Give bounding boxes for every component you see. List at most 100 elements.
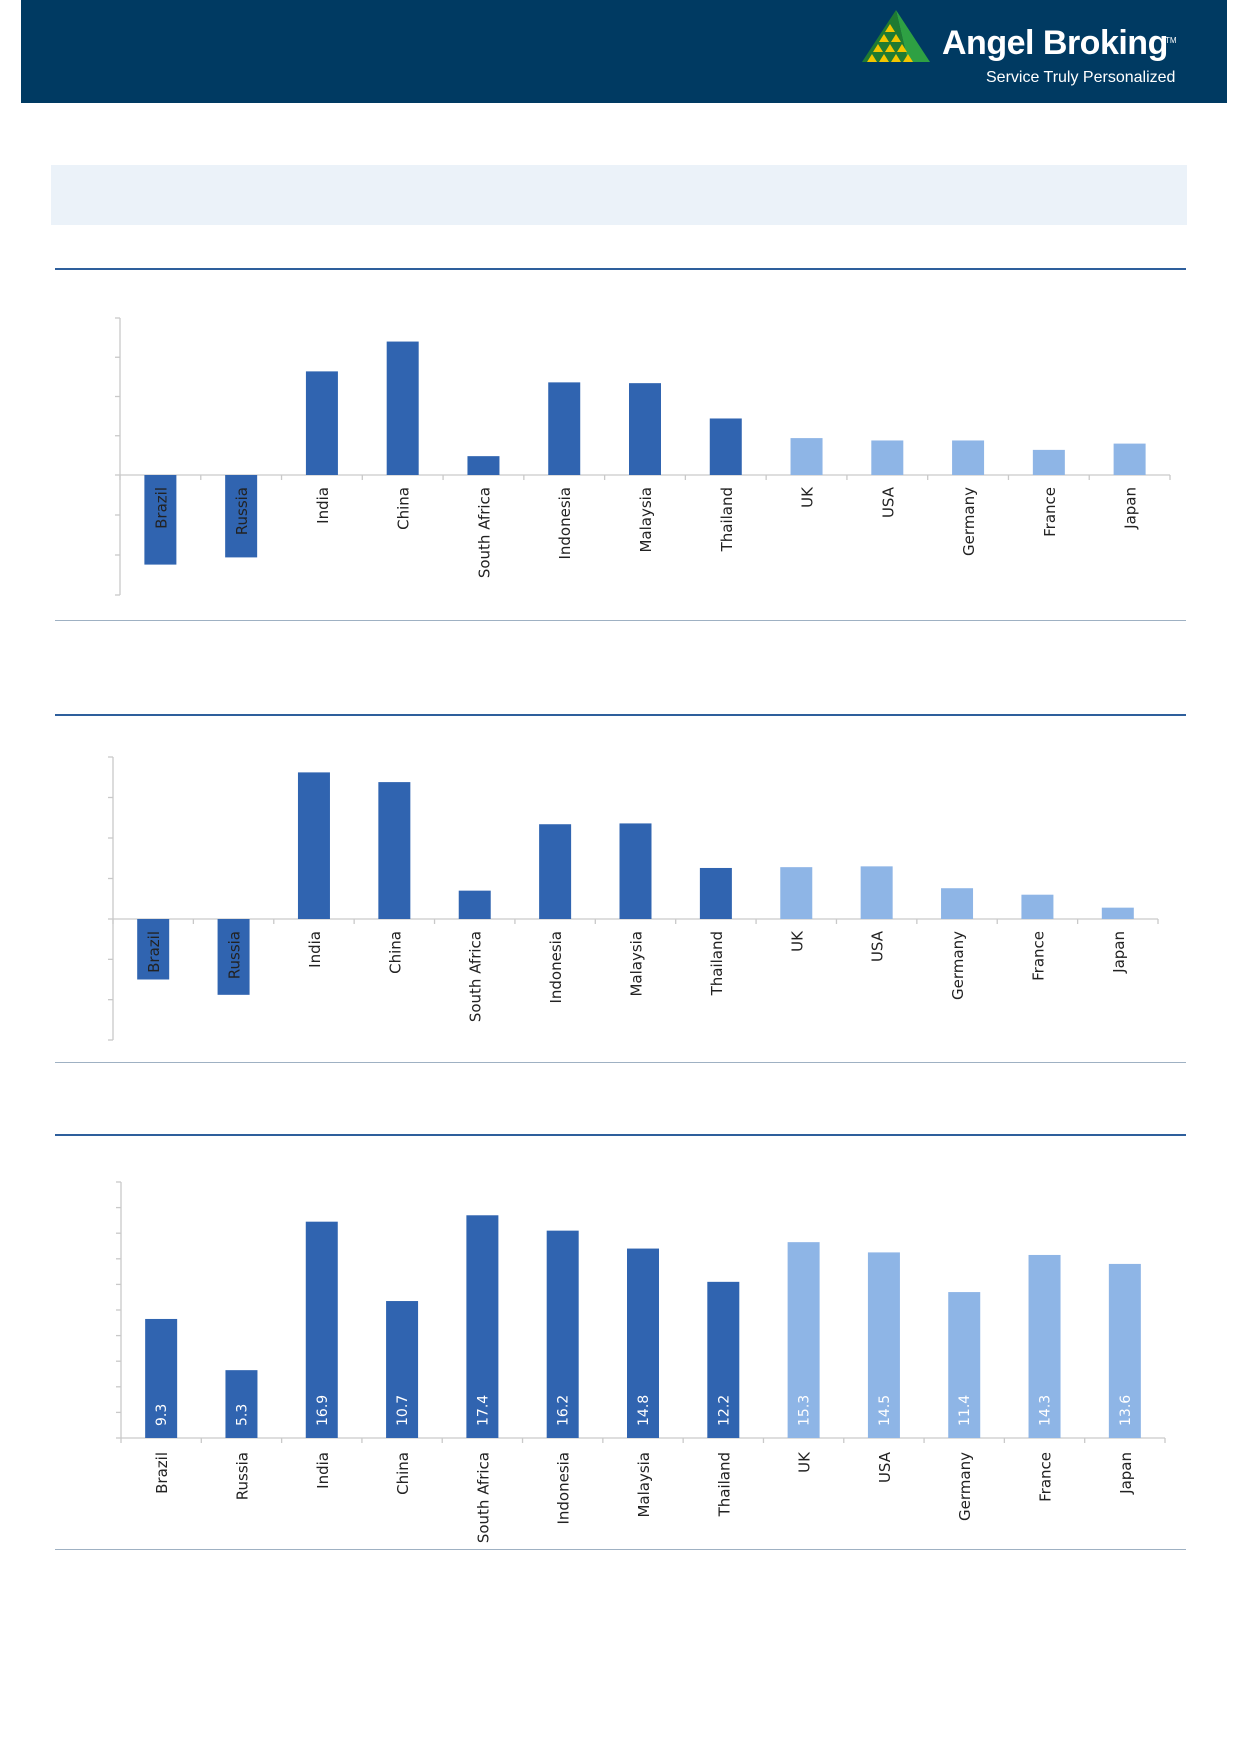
- data-label: 9.3: [154, 1404, 170, 1426]
- category-label: Thailand: [708, 931, 726, 996]
- category-label: India: [314, 487, 332, 524]
- category-label: Japan: [1117, 1452, 1135, 1495]
- category-label: France: [1037, 1452, 1055, 1502]
- data-label: 14.3: [1038, 1395, 1054, 1426]
- category-label: Brazil: [152, 487, 170, 529]
- bar-uk: [790, 438, 823, 475]
- data-label: 14.8: [636, 1395, 652, 1426]
- category-label: France: [1029, 931, 1047, 981]
- bar-malaysia: [627, 1248, 659, 1438]
- chart-3: Brazil 9.3 Russia 5.3 India 16.9 China 10.7 Sout…: [116, 1181, 1166, 1543]
- bar-france: [1021, 894, 1054, 919]
- data-label: 15.3: [797, 1395, 813, 1426]
- bar-russia: [225, 1370, 258, 1438]
- bar-china: [378, 782, 411, 919]
- bar-china: [386, 341, 419, 475]
- category-label: Malaysia: [628, 931, 646, 997]
- category-label: China: [386, 931, 404, 974]
- category-label: USA: [879, 486, 897, 518]
- bar-usa: [867, 1252, 900, 1438]
- bar-germany: [952, 440, 985, 475]
- category-label: Indonesia: [555, 1452, 573, 1525]
- bar-uk: [787, 1242, 820, 1438]
- brand-name: Angel Broking: [942, 24, 1168, 62]
- category-label: Germany: [960, 487, 978, 556]
- chart-3-bottom-rule: [55, 1549, 1186, 1550]
- category-label: India: [314, 1452, 332, 1489]
- bar-south-africa: [458, 890, 491, 919]
- category-label: Malaysia: [635, 1452, 653, 1518]
- bar-usa: [871, 440, 904, 475]
- bar-south-africa: [466, 1215, 499, 1438]
- category-label: Japan: [1110, 931, 1128, 974]
- bar-indonesia: [539, 824, 572, 919]
- category-label: Germany: [949, 931, 967, 1000]
- data-label: 10.7: [395, 1395, 411, 1426]
- bar-brazil: [137, 919, 170, 980]
- bar-thailand: [709, 418, 742, 475]
- category-label: UK: [788, 930, 806, 952]
- bar-brazil: [145, 1318, 178, 1438]
- bar-indonesia: [546, 1230, 579, 1438]
- bar-germany: [948, 1292, 981, 1438]
- category-label: Indonesia: [556, 487, 574, 560]
- trademark-mark: TM: [1165, 36, 1177, 45]
- chart-2: Brazil Russia India China South Africa Indone…: [108, 756, 1159, 1041]
- bar-france: [1032, 449, 1065, 475]
- category-label: China: [394, 1452, 412, 1495]
- category-label: China: [395, 487, 413, 530]
- bar-thailand: [707, 1281, 740, 1438]
- category-label: Brazil: [145, 931, 163, 973]
- chart-3-top-rule: [55, 1134, 1186, 1136]
- data-label: 17.4: [475, 1395, 491, 1426]
- bar-japan: [1108, 1263, 1141, 1438]
- bar-india: [305, 1221, 338, 1438]
- bar-indonesia: [548, 382, 581, 475]
- chart-1-top-rule: [55, 268, 1186, 270]
- category-label: South Africa: [467, 931, 485, 1022]
- bar-france: [1028, 1254, 1061, 1438]
- category-label: Germany: [956, 1452, 974, 1521]
- bar-russia: [217, 919, 250, 995]
- category-label: India: [306, 931, 324, 968]
- category-label: France: [1041, 487, 1059, 537]
- chart-1: Brazil Russia India China South Africa Indone…: [115, 317, 1171, 596]
- category-label: USA: [876, 1451, 894, 1483]
- data-label: 14.5: [877, 1395, 893, 1426]
- category-label: Thailand: [715, 1452, 733, 1517]
- bar-japan: [1113, 443, 1146, 475]
- bar-china: [386, 1301, 419, 1438]
- data-label: 11.4: [957, 1395, 973, 1426]
- category-label: South Africa: [475, 487, 493, 578]
- bar-malaysia: [619, 823, 652, 919]
- bar-india: [297, 772, 330, 919]
- bar-germany: [941, 888, 974, 919]
- data-label: 5.3: [234, 1404, 250, 1426]
- category-label: Malaysia: [637, 487, 655, 553]
- pyramid-triangle-logo-icon: [862, 10, 930, 62]
- category-label: Brazil: [153, 1452, 171, 1494]
- bar-malaysia: [629, 383, 661, 475]
- category-label: Russia: [226, 931, 244, 979]
- category-label: Russia: [233, 1452, 251, 1500]
- category-label: UK: [799, 486, 817, 508]
- bar-thailand: [699, 867, 732, 919]
- brand-tagline: Service Truly Personalized: [986, 69, 1176, 86]
- category-label: Indonesia: [547, 931, 565, 1004]
- category-label: UK: [796, 1451, 814, 1473]
- section-banner: [51, 165, 1187, 225]
- bar-india: [305, 371, 338, 475]
- chart-2-top-rule: [55, 714, 1186, 716]
- bar-japan: [1101, 907, 1134, 919]
- category-label: Russia: [233, 487, 251, 535]
- bar-uk: [780, 867, 813, 919]
- bar-brazil: [144, 475, 177, 565]
- data-label: 13.6: [1118, 1395, 1134, 1426]
- report-header: [21, 0, 1227, 103]
- bar-south-africa: [467, 456, 500, 475]
- category-label: Thailand: [718, 487, 736, 552]
- data-label: 16.2: [556, 1395, 572, 1426]
- bar-russia: [225, 475, 258, 558]
- bar-usa: [860, 866, 893, 919]
- chart-2-bottom-rule: [55, 1062, 1186, 1063]
